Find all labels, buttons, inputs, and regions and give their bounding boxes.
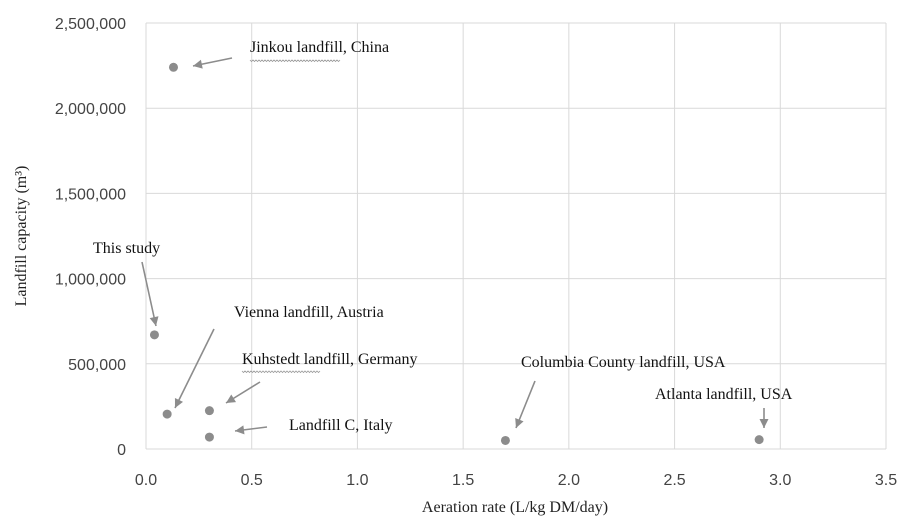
data-point: [500, 435, 510, 445]
grid-lines: [145, 22, 887, 450]
y-tick-label: 1,500,000: [55, 186, 126, 203]
arrowhead: [149, 316, 159, 326]
y-tick-label: 1,000,000: [55, 272, 126, 289]
annotation-arrow: [174, 328, 215, 409]
arrowhead: [226, 394, 237, 403]
x-tick-label: 0.5: [241, 472, 263, 489]
data-point: [168, 62, 178, 72]
arrowhead: [759, 419, 769, 428]
y-tick-label: 2,500,000: [55, 16, 126, 33]
y-tick-labels: 0 500,000 1,000,000 1,500,000 2,000,000 2,500…: [55, 16, 126, 459]
y-tick-label: 500,000: [68, 357, 126, 374]
point-label: Kuhstedt landfill, Germany: [242, 351, 418, 368]
x-tick-labels: 0.0 0.5 1.0 1.5 2.0 2.5 3.0 3.5: [135, 472, 897, 489]
x-tick-label: 2.5: [663, 472, 685, 489]
point-label: Landfill C, Italy: [289, 417, 393, 434]
x-tick-label: 0.0: [135, 472, 157, 489]
spellcheck-underline: [249, 59, 341, 63]
annotation-arrows: [141, 57, 769, 435]
x-tick-label: 1.0: [346, 472, 368, 489]
point-label: This study: [93, 240, 160, 257]
annotation-arrow: [141, 261, 157, 327]
point-label: Columbia County landfill, USA: [521, 354, 726, 371]
x-tick-label: 3.0: [769, 472, 791, 489]
x-axis-title: Aeration rate (L/kg DM/day): [422, 499, 608, 516]
data-point: [204, 432, 214, 442]
x-tick-label: 1.5: [452, 472, 474, 489]
data-point: [162, 409, 172, 419]
data-points: [149, 62, 764, 445]
arrowhead: [193, 59, 203, 69]
data-point: [754, 435, 764, 445]
arrowhead: [515, 417, 524, 428]
point-label: Atlanta landfill, USA: [655, 386, 793, 403]
arrowhead: [235, 425, 245, 435]
y-axis-title: Landfill capacity (m³): [13, 166, 30, 307]
data-point: [204, 406, 214, 416]
y-tick-label: 2,000,000: [55, 101, 126, 118]
y-tick-label: 0: [117, 442, 126, 459]
data-point: [149, 330, 159, 340]
arrowhead: [174, 397, 184, 408]
point-label: Vienna landfill, Austria: [234, 304, 384, 321]
x-tick-label: 2.0: [558, 472, 580, 489]
point-label: Jinkou landfill, China: [250, 39, 389, 56]
x-tick-label: 3.5: [875, 472, 897, 489]
point-labels: Jinkou landfill, China This study Vienna l…: [93, 39, 793, 434]
spellcheck-underline: [241, 370, 321, 374]
